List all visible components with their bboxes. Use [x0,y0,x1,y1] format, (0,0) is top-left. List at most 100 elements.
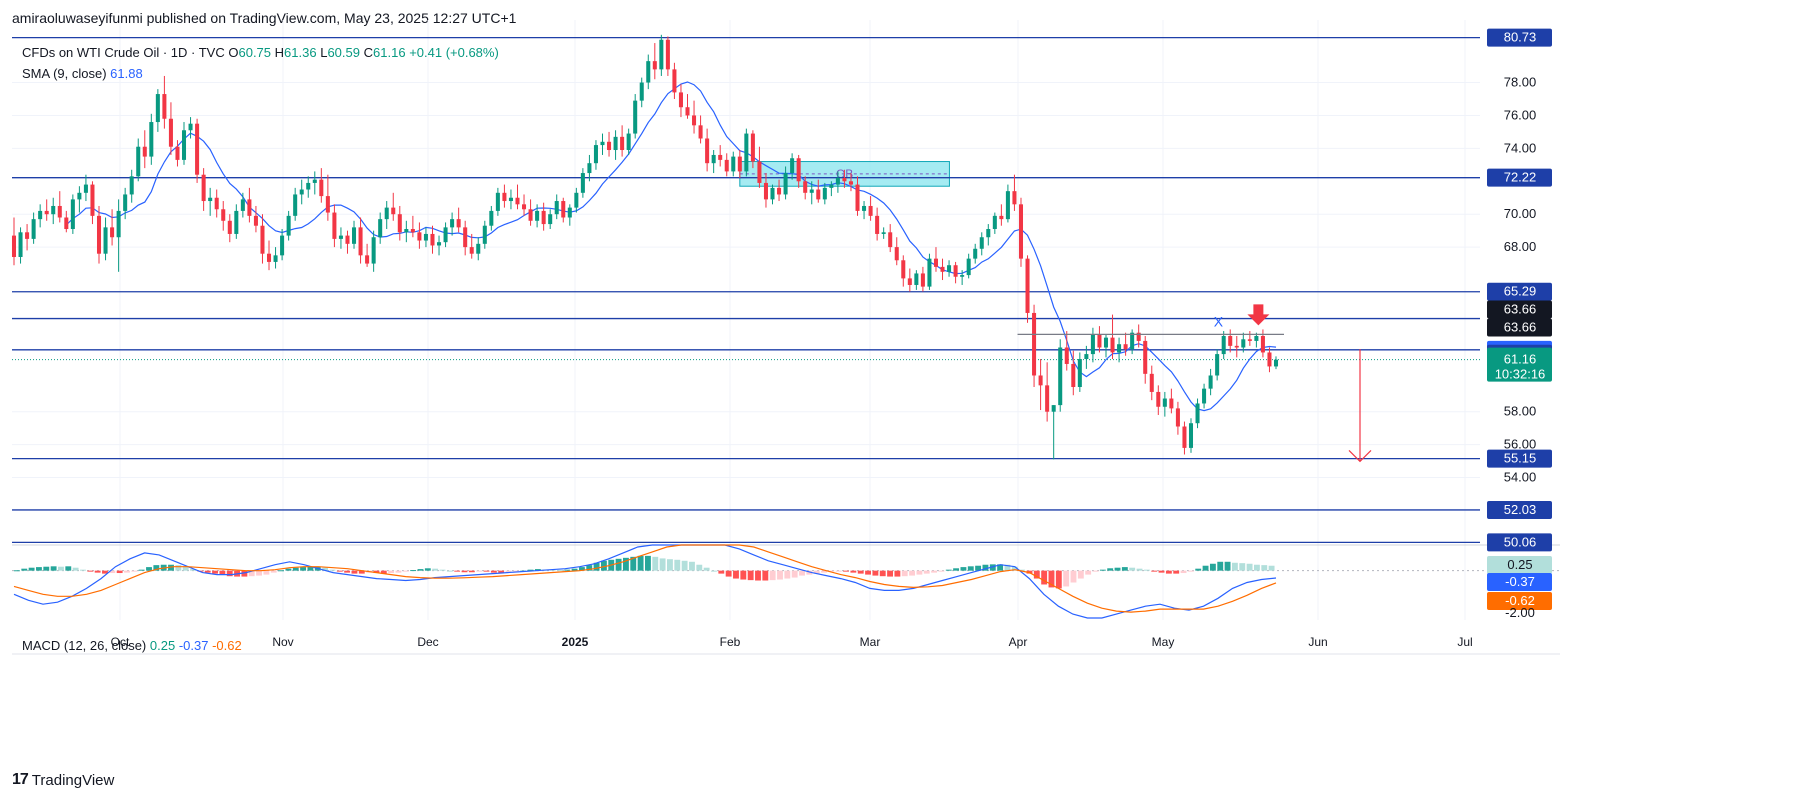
candle [443,222,448,248]
y-tick-label: 78.00 [1504,75,1537,90]
candle-body [763,182,768,200]
candle-body [44,210,49,215]
candle [201,168,206,211]
macd-histogram-bar [461,570,468,573]
candle-body [1123,344,1128,350]
macd-histogram-bar [938,570,945,572]
candle [18,227,23,264]
candle [1084,345,1089,369]
candle [1143,335,1148,384]
candle-body [208,197,213,202]
candle-body [253,215,258,226]
price-tag-bg [1487,282,1552,301]
macd-signal-line [13,544,1277,613]
macd-histogram-bar [556,569,563,571]
macd-histogram-bar [1085,570,1092,575]
candle [1130,329,1135,355]
candle [397,205,402,241]
candle-body [18,232,23,257]
macd-histogram-bar [806,570,813,575]
macd-histogram-bar [322,567,329,571]
candle-body [149,122,154,157]
candle [1162,391,1167,417]
candle-body [358,227,363,256]
candle-body [600,141,605,146]
candle-body [1064,347,1069,364]
candle [299,179,304,205]
macd-histogram-bar [153,565,160,571]
candle-body [312,179,317,183]
macd-histogram-bar [424,568,431,571]
sma-label: SMA (9, close) [22,66,107,81]
candle-body [502,192,507,202]
candle [378,212,383,244]
candle-body [1110,337,1115,353]
candle-body [829,184,834,188]
candle [750,130,755,169]
candle [338,227,343,249]
x-tick-label: Jun [1308,635,1327,649]
candle [718,145,723,167]
macd-histogram-bar [226,570,233,577]
sma-path [65,81,1277,412]
candle-body [1025,258,1030,313]
macd-histogram-bar [982,564,989,571]
macd-histogram-bar [894,570,901,577]
candle [181,122,187,165]
down-arrow-icon [1247,304,1270,326]
candle [1058,339,1063,412]
candle [770,184,775,205]
candle [868,196,873,221]
macd-histogram-bar [953,568,960,571]
macd-histogram-bar [102,570,108,574]
macd-histogram-bar [872,570,879,576]
candle [907,268,912,292]
candle-body [162,94,167,119]
x-tick-label: Nov [272,635,293,649]
macd-histogram-bar [850,570,857,573]
candle [1267,347,1272,373]
candle [803,176,808,200]
candle-body [325,196,330,213]
macd-pane [12,544,1560,619]
candle [1234,335,1239,358]
candle [1195,398,1200,429]
macd-histogram-bar [476,570,483,572]
candle-body [633,100,638,134]
candle-body [966,258,971,276]
candle-body [384,207,389,220]
candle-body [927,258,932,287]
candle-body [378,219,383,238]
macd-histogram-bar [718,570,725,574]
candle [142,130,147,169]
candle [1221,331,1226,360]
candle-body [430,233,435,246]
candle [999,204,1004,226]
price-tag-bg [1487,449,1552,468]
candle [508,189,513,210]
candle [1103,334,1109,358]
macd-histogram-bar [351,570,358,574]
candle-body [875,215,880,234]
price-tag-bg [1487,168,1552,187]
macd-histogram-bar [1136,568,1143,571]
macd-histogram-bar [659,558,666,571]
candle-body [136,146,141,177]
candle-body [593,145,598,164]
current-price-label: 61.16 [1504,352,1537,367]
candle [391,192,396,221]
candle-body [103,227,108,254]
candle [744,128,749,177]
countdown-label: 10:32:16 [1495,367,1546,382]
candle-body [979,237,984,249]
macd-histogram-bar [336,570,343,572]
candle [352,220,357,249]
macd-histogram-bar [1019,569,1026,571]
macd-histogram-bar [1004,564,1011,571]
macd-histogram-bar [1121,567,1128,571]
candle [410,215,415,238]
candle-body [404,229,409,233]
candle [901,255,906,287]
macd-histogram-bar [1173,570,1180,574]
